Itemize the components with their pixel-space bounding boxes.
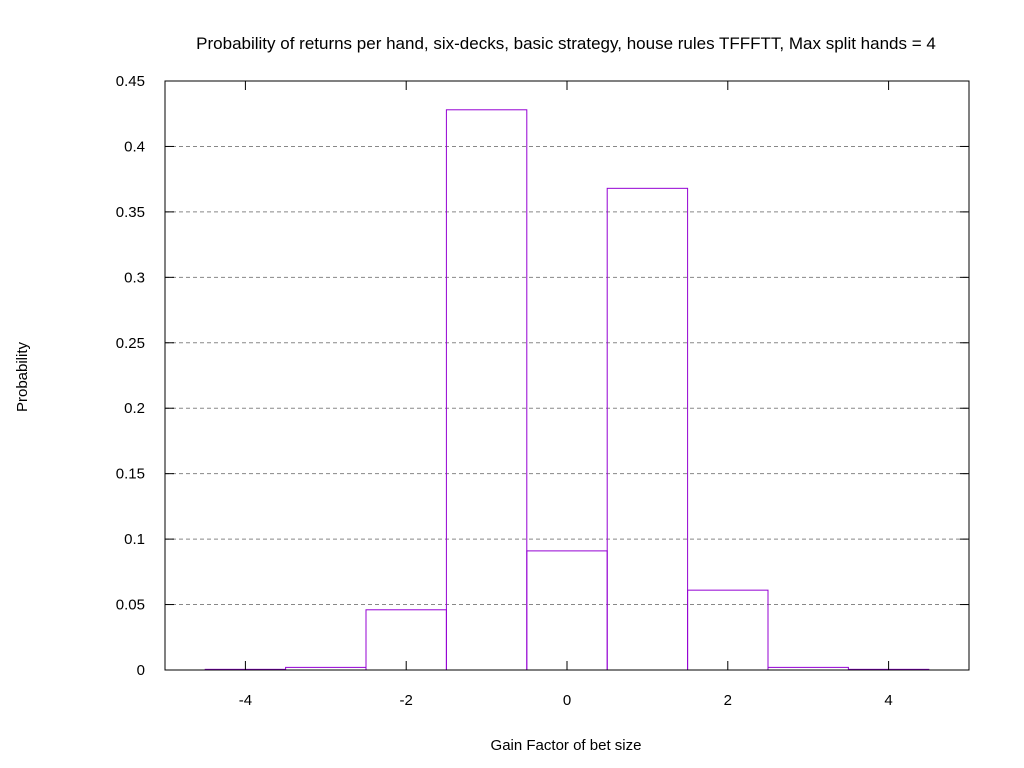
y-tick-label: 0.45 — [116, 73, 145, 90]
x-tick-label: -2 — [400, 692, 413, 709]
x-tick-label: -4 — [239, 692, 252, 709]
histogram-bar — [365, 609, 447, 671]
y-axis-label: Probability — [14, 341, 31, 412]
bars — [204, 109, 930, 671]
y-tick-label: 0.1 — [124, 531, 145, 548]
plot-frame — [164, 80, 970, 671]
histogram-bar — [445, 109, 528, 671]
axis-ticks — [165, 80, 969, 671]
histogram-bar — [526, 550, 608, 671]
x-tick-labels: -4 -2 0 2 4 — [239, 692, 893, 709]
x-tick-label: 4 — [884, 692, 892, 709]
y-tick-label: 0.4 — [124, 138, 145, 155]
grid-lines — [165, 145, 969, 606]
y-tick-label: 0.2 — [124, 400, 145, 417]
y-tick-label: 0.3 — [124, 269, 145, 286]
y-tick-labels: 0 0.05 0.1 0.15 0.2 0.25 0.3 0.35 0.4 0.45 — [116, 73, 145, 679]
x-tick-label: 2 — [724, 692, 732, 709]
x-axis-label: Gain Factor of bet size — [491, 737, 642, 754]
y-tick-label: 0.15 — [116, 466, 145, 483]
y-tick-label: 0 — [137, 662, 145, 679]
y-tick-label: 0.25 — [116, 335, 145, 352]
x-tick-label: 0 — [563, 692, 571, 709]
chart-title: Probability of returns per hand, six-dec… — [196, 34, 936, 53]
y-tick-label: 0.05 — [116, 597, 145, 614]
y-tick-label: 0.35 — [116, 204, 145, 221]
histogram-bar — [687, 589, 769, 671]
histogram-bar — [606, 187, 689, 671]
